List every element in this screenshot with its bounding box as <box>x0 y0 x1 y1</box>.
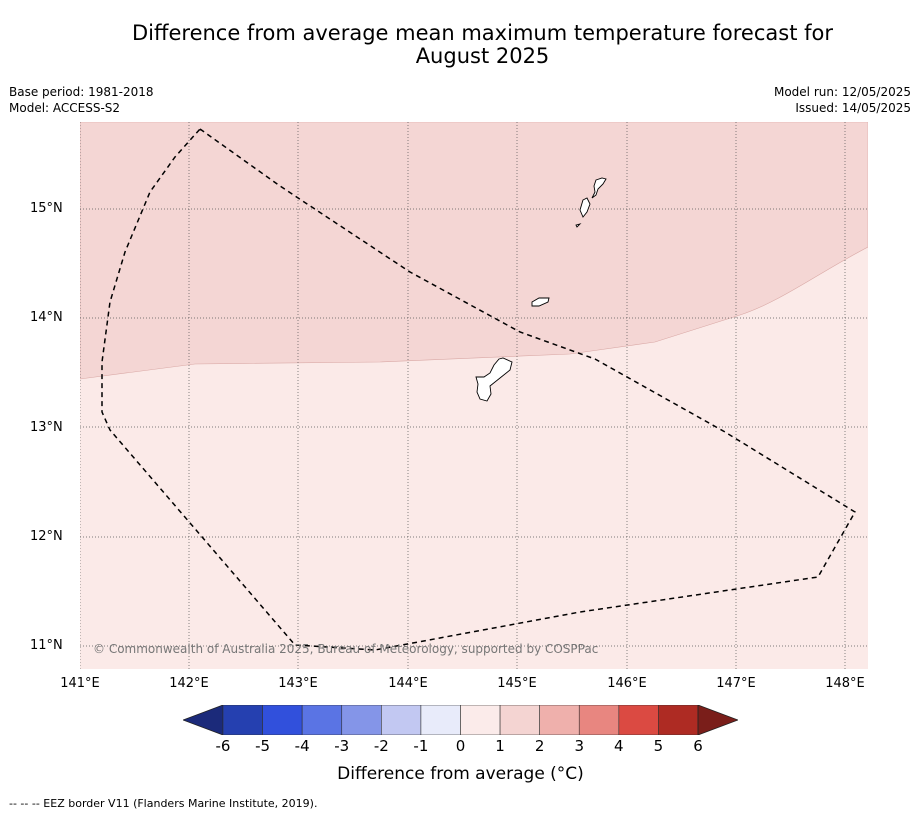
lon-label-148e: 148°E <box>825 676 865 691</box>
lat-label-13n: 13°N <box>30 420 63 435</box>
lon-label-143e: 143°E <box>278 676 318 691</box>
model-run: Model run: 12/05/2025 <box>773 85 911 99</box>
model-name: Model: ACCESS-S2 <box>9 101 121 115</box>
base-period: Base period: 1981-2018 <box>9 85 154 99</box>
island-small-north <box>575 223 582 228</box>
colorbar <box>183 705 738 735</box>
island-anatahan <box>591 177 607 199</box>
colorbar-bin <box>262 705 303 735</box>
colorbar-tick-label: -6 <box>215 737 231 755</box>
colorbar-bin <box>658 705 699 735</box>
colorbar-tick-label: 1 <box>495 737 505 755</box>
lat-label-11n: 11°N <box>30 638 63 653</box>
lon-label-142e: 142°E <box>169 676 209 691</box>
island-sarigan <box>579 197 591 218</box>
colorbar-tick-label: 2 <box>534 737 545 755</box>
map-area[interactable] <box>80 122 868 669</box>
title-line-2: August 2025 <box>415 44 550 68</box>
eez-border <box>101 127 857 651</box>
lon-label-144e: 144°E <box>388 676 428 691</box>
lat-label-15n: 15°N <box>30 201 63 216</box>
colorbar-above-max <box>697 705 738 735</box>
colorbar-bin <box>301 705 343 735</box>
colorbar-title: Difference from average (°C) <box>337 764 584 784</box>
colorbar-tick-label: 0 <box>455 737 466 755</box>
copyright-credit: © Commonwealth of Australia 2025, Bureau… <box>93 642 599 656</box>
map-svg <box>80 122 868 669</box>
colorbar-bin <box>578 705 620 735</box>
colorbar-tick-label: 3 <box>574 737 585 755</box>
lat-label-14n: 14°N <box>30 310 63 325</box>
issued-date: Issued: 14/05/2025 <box>795 101 911 115</box>
title-line-1: Difference from average mean maximum tem… <box>132 21 833 45</box>
island-rota <box>531 297 550 307</box>
colorbar-tick-label: -1 <box>413 737 429 755</box>
colorbar-bin <box>381 705 422 735</box>
colorbar-bin <box>539 705 580 735</box>
colorbar-tick-label: 5 <box>653 737 664 755</box>
colorbar-tick-label: -3 <box>334 737 350 755</box>
lon-label-147e: 147°E <box>716 676 756 691</box>
graticule <box>80 122 868 669</box>
colorbar-tick-label: 4 <box>614 737 624 755</box>
chart-title: Difference from average mean maximum tem… <box>0 22 919 68</box>
colorbar-bins <box>222 705 699 735</box>
lat-label-12n: 12°N <box>30 529 63 544</box>
colorbar-bin <box>499 705 540 735</box>
lon-label-146e: 146°E <box>607 676 647 691</box>
colorbar-bin <box>341 705 382 735</box>
meta-right: Model run: 12/05/2025 Issued: 14/05/2025 <box>774 84 911 116</box>
colorbar-tick-label: -2 <box>373 737 389 755</box>
colorbar-below-min <box>183 705 224 735</box>
colorbar-bin <box>222 705 263 735</box>
colorbar-tick-label: -4 <box>294 737 310 755</box>
lon-label-145e: 145°E <box>497 676 537 691</box>
island-guam <box>475 357 513 402</box>
lon-label-141e: 141°E <box>60 676 100 691</box>
anomaly-region-1-2 <box>80 122 868 380</box>
islands <box>475 177 607 402</box>
colorbar-tick-label: -5 <box>255 737 271 755</box>
colorbar-bin <box>420 705 461 735</box>
colorbar-bin <box>618 705 659 735</box>
eez-footnote: -- -- -- EEZ border V11 (Flanders Marine… <box>9 797 318 810</box>
colorbar-tick-label: 6 <box>693 737 703 755</box>
meta-left: Base period: 1981-2018 Model: ACCESS-S2 <box>9 84 154 116</box>
colorbar-bin <box>460 705 501 735</box>
